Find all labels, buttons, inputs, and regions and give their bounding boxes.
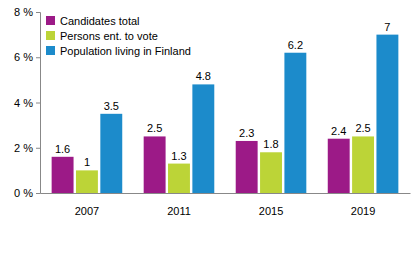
x-tick: 2007 [75,205,99,217]
legend-label: Persons ent. to vote [60,30,158,42]
y-tick-mark [36,103,40,104]
y-tick-mark [36,57,40,58]
data-label: 2.3 [239,127,254,139]
bar [236,141,258,193]
bar [328,139,350,193]
y-tick-label: 8 % [14,6,33,18]
y-tick-label: 4 % [14,97,33,109]
y-tick: 6 % [14,51,40,63]
data-label: 3.5 [104,100,119,112]
y-tick-label: 0 % [14,187,33,199]
legend-label: Candidates total [60,15,140,27]
bar [52,157,74,193]
bar [168,164,190,193]
data-label: 4.8 [196,70,211,82]
bar [260,152,282,193]
legend-entry: Population living in Finland [46,45,191,57]
data-label: 1.6 [55,143,70,155]
data-labels: 1.6 2.5 2.3 2.4 1 1.3 1.8 2.5 3.5 4.8 6.2 7 [55,21,391,169]
bar [100,114,122,193]
x-tick-label: 2007 [75,205,99,217]
bar [284,53,306,193]
x-tick-label: 2015 [259,205,283,217]
legend-entry: Candidates total [46,15,140,27]
legend-swatch [46,31,55,40]
y-tick-mark [36,148,40,149]
chart: 0 % 2 % 4 % 6 % 8 % 2007 2011 2015 2019 1.6 2.5 2.3… [0,0,416,253]
legend-label: Population living in Finland [60,45,191,57]
y-tick-mark [36,12,40,13]
y-tick: 4 % [14,97,40,109]
bar [192,84,214,193]
data-label: 1.8 [263,138,278,150]
bar [352,136,374,193]
data-label: 2.5 [355,122,370,134]
x-tick-label: 2019 [351,205,375,217]
y-tick: 8 % [14,6,40,18]
x-tick: 2015 [259,205,283,217]
y-tick: 0 % [14,187,40,199]
x-tick: 2011 [167,205,191,217]
y-axis: 0 % 2 % 4 % 6 % 8 % [14,6,40,199]
x-tick-label: 2011 [167,205,191,217]
y-tick-label: 2 % [14,142,33,154]
data-label: 1.3 [171,150,186,162]
bar [144,136,166,193]
x-axis-line [41,193,411,194]
x-tick: 2019 [351,205,375,217]
bar [76,170,98,193]
data-label: 2.4 [331,125,346,137]
data-label: 2.5 [147,122,162,134]
y-axis-line [36,13,41,194]
data-label: 7 [384,21,390,33]
plot: 0 % 2 % 4 % 6 % 8 % 2007 2011 2015 2019 1.6 2.5 2.3… [14,6,410,217]
data-label: 1 [84,156,90,168]
legend-entry: Persons ent. to vote [46,30,158,42]
y-tick-mark [36,193,40,194]
y-tick-label: 6 % [14,51,33,63]
y-tick: 2 % [14,142,40,154]
legend-swatch [46,16,55,25]
x-axis: 2007 2011 2015 2019 [41,194,411,217]
bars [52,35,399,193]
data-label: 6.2 [288,39,303,51]
legend-swatch [46,46,55,55]
legend: Candidates total Persons ent. to vote Popu… [46,15,191,57]
bar [376,35,398,193]
